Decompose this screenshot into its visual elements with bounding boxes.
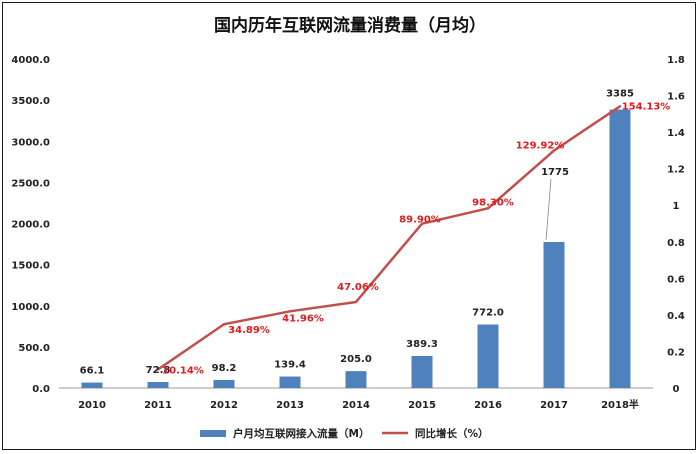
x-tick-label: 2015 [408, 400, 436, 411]
y-right-tick-label: 1.8 [667, 55, 685, 66]
x-tick-label: 2011 [144, 400, 172, 411]
line-point [420, 222, 424, 225]
line-point [618, 105, 622, 108]
y-right-tick-label: 1.6 [667, 92, 685, 103]
line-point [156, 368, 160, 371]
legend-bar-label: 户月均互联网接入流量（M） [232, 427, 369, 440]
bar [411, 355, 433, 388]
bar-value-label: 66.1 [80, 366, 105, 377]
growth-line [157, 105, 621, 371]
y-left-tick-label: 3000.0 [11, 137, 50, 148]
bar [213, 379, 235, 388]
y-right-tick-label: 0.6 [667, 274, 685, 285]
growth-value-label: 89.90% [399, 215, 441, 226]
y-left-tick-label: 0.0 [32, 384, 50, 395]
growth-value-label: 154.13% [622, 101, 671, 112]
y-left-tick-label: 3500.0 [11, 96, 50, 107]
bar [609, 109, 631, 389]
bar-value-label: 72.8 [146, 365, 171, 376]
label-leader-line [545, 178, 552, 241]
y-right-tick-label: 1.2 [667, 165, 685, 176]
y-left-tick-label: 4000.0 [11, 55, 50, 66]
bar [477, 324, 499, 388]
line-point [222, 323, 226, 326]
bar [81, 382, 103, 388]
x-tick-label: 2018半 [601, 398, 639, 411]
line-point [354, 300, 358, 304]
bar-series [81, 109, 631, 389]
x-tick-label: 2016 [474, 400, 502, 411]
growth-value-label: 129.92% [516, 141, 565, 152]
data-labels: 66.1 72.8 98.2 139.4 205.0 389.3 772.0 1775 3385… [80, 89, 671, 377]
growth-value-label: 10.14% [162, 365, 204, 376]
bar-value-label: 3385 [606, 89, 634, 100]
growth-value-label: 41.96% [282, 313, 324, 324]
y-right-tick-label: 0 [673, 384, 680, 395]
bar [279, 376, 301, 388]
x-tick-label: 2012 [210, 400, 238, 411]
axes: 0.0 500.0 1000.0 1500.0 2000.0 2500.0 3000.0 35… [11, 55, 684, 411]
growth-value-label: 98.30% [472, 197, 514, 208]
y-right-tick-label: 1.4 [667, 128, 685, 139]
x-tick-label: 2010 [78, 400, 106, 411]
bar-value-label: 1775 [541, 167, 569, 178]
x-tick-label: 2017 [540, 400, 568, 411]
y-right-tick-label: 0.8 [667, 238, 685, 249]
bar-value-label: 98.2 [212, 363, 237, 374]
line-point [486, 207, 490, 210]
bar-value-label: 139.4 [274, 360, 306, 371]
bar [345, 371, 367, 388]
y-left-tick-label: 2500.0 [11, 178, 50, 189]
y-left-tick-label: 1500.0 [11, 261, 50, 272]
x-tick-label: 2014 [342, 400, 370, 411]
growth-value-label: 34.89% [228, 325, 270, 336]
chart-frame: 国内历年互联网流量消费量（月均） 0.0 500.0 1000.0 1500.0 200… [2, 2, 696, 450]
bar [147, 382, 169, 388]
bar [543, 242, 565, 388]
y-right-tick-label: 0.2 [667, 347, 685, 358]
y-right-tick-label: 0.4 [667, 311, 685, 322]
legend: 户月均互联网接入流量（M） 同比增长（%） [200, 427, 489, 440]
growth-value-label: 47.06% [337, 282, 379, 293]
growth-line-series [156, 105, 622, 371]
chart-title: 国内历年互联网流量消费量（月均） [214, 15, 486, 36]
bar-value-label: 205.0 [340, 354, 372, 365]
bar-value-label: 389.3 [406, 339, 438, 350]
x-tick-label: 2013 [276, 400, 304, 411]
legend-line-label: 同比增长（%） [415, 427, 489, 440]
chart-svg: 国内历年互联网流量消费量（月均） 0.0 500.0 1000.0 1500.0 200… [11, 15, 684, 440]
y-right-tick-label: 1 [673, 201, 680, 212]
line-point [288, 310, 292, 313]
bar-value-label: 772.0 [472, 308, 504, 319]
legend-bar-swatch [200, 430, 226, 437]
y-left-tick-label: 500.0 [18, 343, 50, 354]
line-point [552, 149, 556, 152]
y-left-tick-label: 1000.0 [11, 302, 50, 313]
y-left-tick-label: 2000.0 [11, 220, 50, 231]
